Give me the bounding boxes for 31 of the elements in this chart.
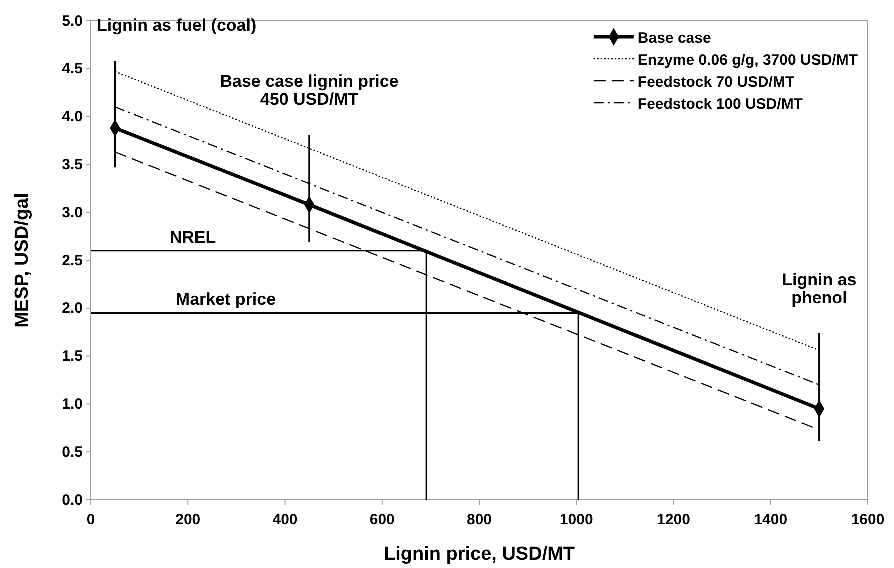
y-tick-label: 0.5: [62, 444, 83, 461]
x-axis-title: Lignin price, USD/MT: [384, 544, 576, 565]
x-tick-label: 800: [466, 512, 492, 528]
y-tick-label: 1.5: [62, 348, 83, 366]
x-tick-label: 600: [370, 512, 395, 528]
x-tick-label: 1400: [754, 512, 788, 528]
y-tick-label: 4.0: [62, 108, 83, 126]
x-tick-label: 200: [176, 512, 201, 528]
x-tick-label: 1200: [657, 512, 690, 528]
legend-label: Enzyme 0.06 g/g, 3700 USD/MT: [638, 52, 858, 69]
x-tick-label: 400: [272, 512, 298, 528]
x-tick-label: 0: [86, 512, 96, 528]
x-tick-label: 1600: [851, 512, 885, 528]
y-tick-label: 0.0: [62, 492, 83, 509]
y-tick-label: 2.5: [62, 252, 83, 270]
y-tick-label: 2.0: [62, 300, 83, 318]
y-tick-label: 5.0: [62, 12, 83, 30]
y-tick-label: 1.0: [62, 396, 83, 413]
y-axis-title: MESP, USD/gal: [12, 193, 33, 328]
y-tick-label: 3.0: [62, 204, 83, 222]
legend-label: Base case: [638, 30, 712, 47]
annotation: Market price: [176, 290, 276, 310]
y-tick-label: 4.5: [62, 60, 83, 78]
annotation: Lignin as fuel (coal): [97, 16, 257, 36]
annotation: Base case lignin price 450 USD/MT: [220, 72, 399, 109]
annotation: NREL: [170, 228, 216, 247]
y-tick-label: 3.5: [62, 156, 83, 174]
x-tick-label: 1000: [560, 512, 594, 528]
legend-label: Feedstock 70 USD/MT: [638, 74, 795, 91]
legend-label: Feedstock 100 USD/MT: [638, 96, 803, 113]
annotation: Lignin as phenol: [782, 270, 857, 308]
